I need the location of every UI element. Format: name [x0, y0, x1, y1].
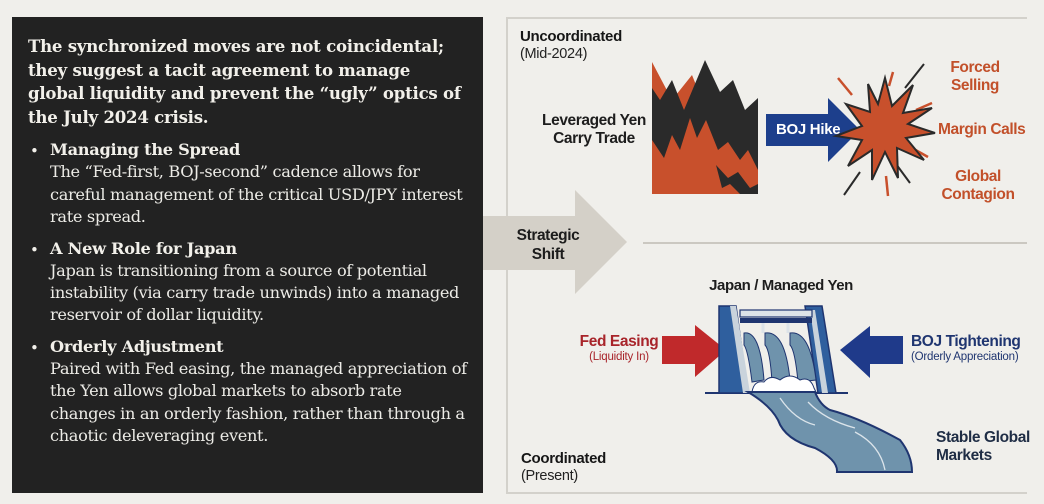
bullet-icon: •: [30, 142, 39, 161]
outcome-line1: Forced: [950, 59, 1000, 76]
coordinated-title: Coordinated: [521, 450, 607, 467]
carry-trade-label: Leveraged Yen Carry Trade: [540, 112, 648, 148]
point-body: Japan is transitioning from a source of …: [50, 260, 460, 325]
uncoordinated-title: Uncoordinated: [520, 28, 622, 45]
bullet-icon: •: [30, 240, 39, 259]
dam-icon: [705, 305, 848, 394]
dam-label: Japan / Managed Yen: [709, 277, 853, 294]
fed-easing-title: Fed Easing: [579, 333, 659, 350]
carry-trade-label-line1: Leveraged Yen: [542, 112, 646, 129]
coordinated-subtitle: (Present): [521, 468, 578, 484]
point-body: Paired with Fed easing, the managed appr…: [50, 358, 467, 446]
outcome-line1: Global: [955, 168, 1001, 185]
point-body: The “Fed-first, BOJ-second” cadence allo…: [50, 162, 463, 227]
boj-hike-label: BOJ Hike: [776, 121, 841, 138]
outcome-margin-calls: Margin Calls: [938, 121, 1026, 138]
fed-easing-sub: (Liquidity In): [589, 351, 649, 363]
bullet-icon: •: [30, 338, 39, 357]
intro-paragraph: The synchronized moves are not coinciden…: [28, 36, 461, 127]
section-divider: [643, 242, 1027, 244]
shift-line1: Strategic: [516, 227, 580, 244]
carry-trade-crash-icon: [652, 60, 758, 194]
point-orderly-adjustment: • Orderly Adjustment Paired with Fed eas…: [28, 336, 467, 448]
strategic-shift-label: Strategic Shift: [508, 226, 588, 264]
explosion-icon: [832, 63, 936, 197]
strategic-shift-arrow: [483, 190, 627, 294]
summary-panel: The synchronized moves are not coinciden…: [12, 17, 483, 493]
outcome-line2: Contagion: [941, 186, 1015, 203]
point-new-role-japan: • A New Role for Japan Japan is transiti…: [28, 238, 467, 327]
stable-markets-line1: Stable Global: [936, 429, 1030, 446]
stable-markets-label: Stable Global Markets: [936, 429, 1030, 465]
outcome-line2: Selling: [950, 77, 999, 94]
point-managing-spread: • Managing the Spread The “Fed-first, BO…: [28, 139, 467, 228]
diagram-frame-top: [506, 17, 1027, 19]
outcome-forced-selling: Forced Selling: [940, 59, 1010, 95]
uncoordinated-subtitle: (Mid-2024): [520, 46, 588, 62]
fed-easing-label: Fed Easing (Liquidity In): [578, 333, 660, 364]
shift-line2: Shift: [531, 246, 565, 263]
fed-easing-arrow: [662, 325, 726, 377]
point-title: A New Role for Japan: [50, 238, 237, 258]
outcome-global-contagion: Global Contagion: [938, 168, 1018, 204]
point-title: Orderly Adjustment: [50, 336, 224, 356]
river-icon: [744, 391, 914, 473]
boj-tightening-arrow: [840, 326, 903, 378]
diagram-frame-bottom: [506, 492, 1027, 494]
stable-markets-line2: Markets: [936, 447, 992, 464]
boj-tightening-sub: (Orderly Appreciation): [911, 351, 1019, 363]
boj-tightening-title: BOJ Tightening: [911, 333, 1021, 350]
boj-hike-arrow: [766, 98, 860, 162]
point-title: Managing the Spread: [50, 140, 240, 160]
key-points-list: • Managing the Spread The “Fed-first, BO…: [28, 139, 467, 447]
boj-tightening-label: BOJ Tightening (Orderly Appreciation): [911, 333, 1021, 364]
carry-trade-label-line2: Carry Trade: [553, 130, 635, 147]
